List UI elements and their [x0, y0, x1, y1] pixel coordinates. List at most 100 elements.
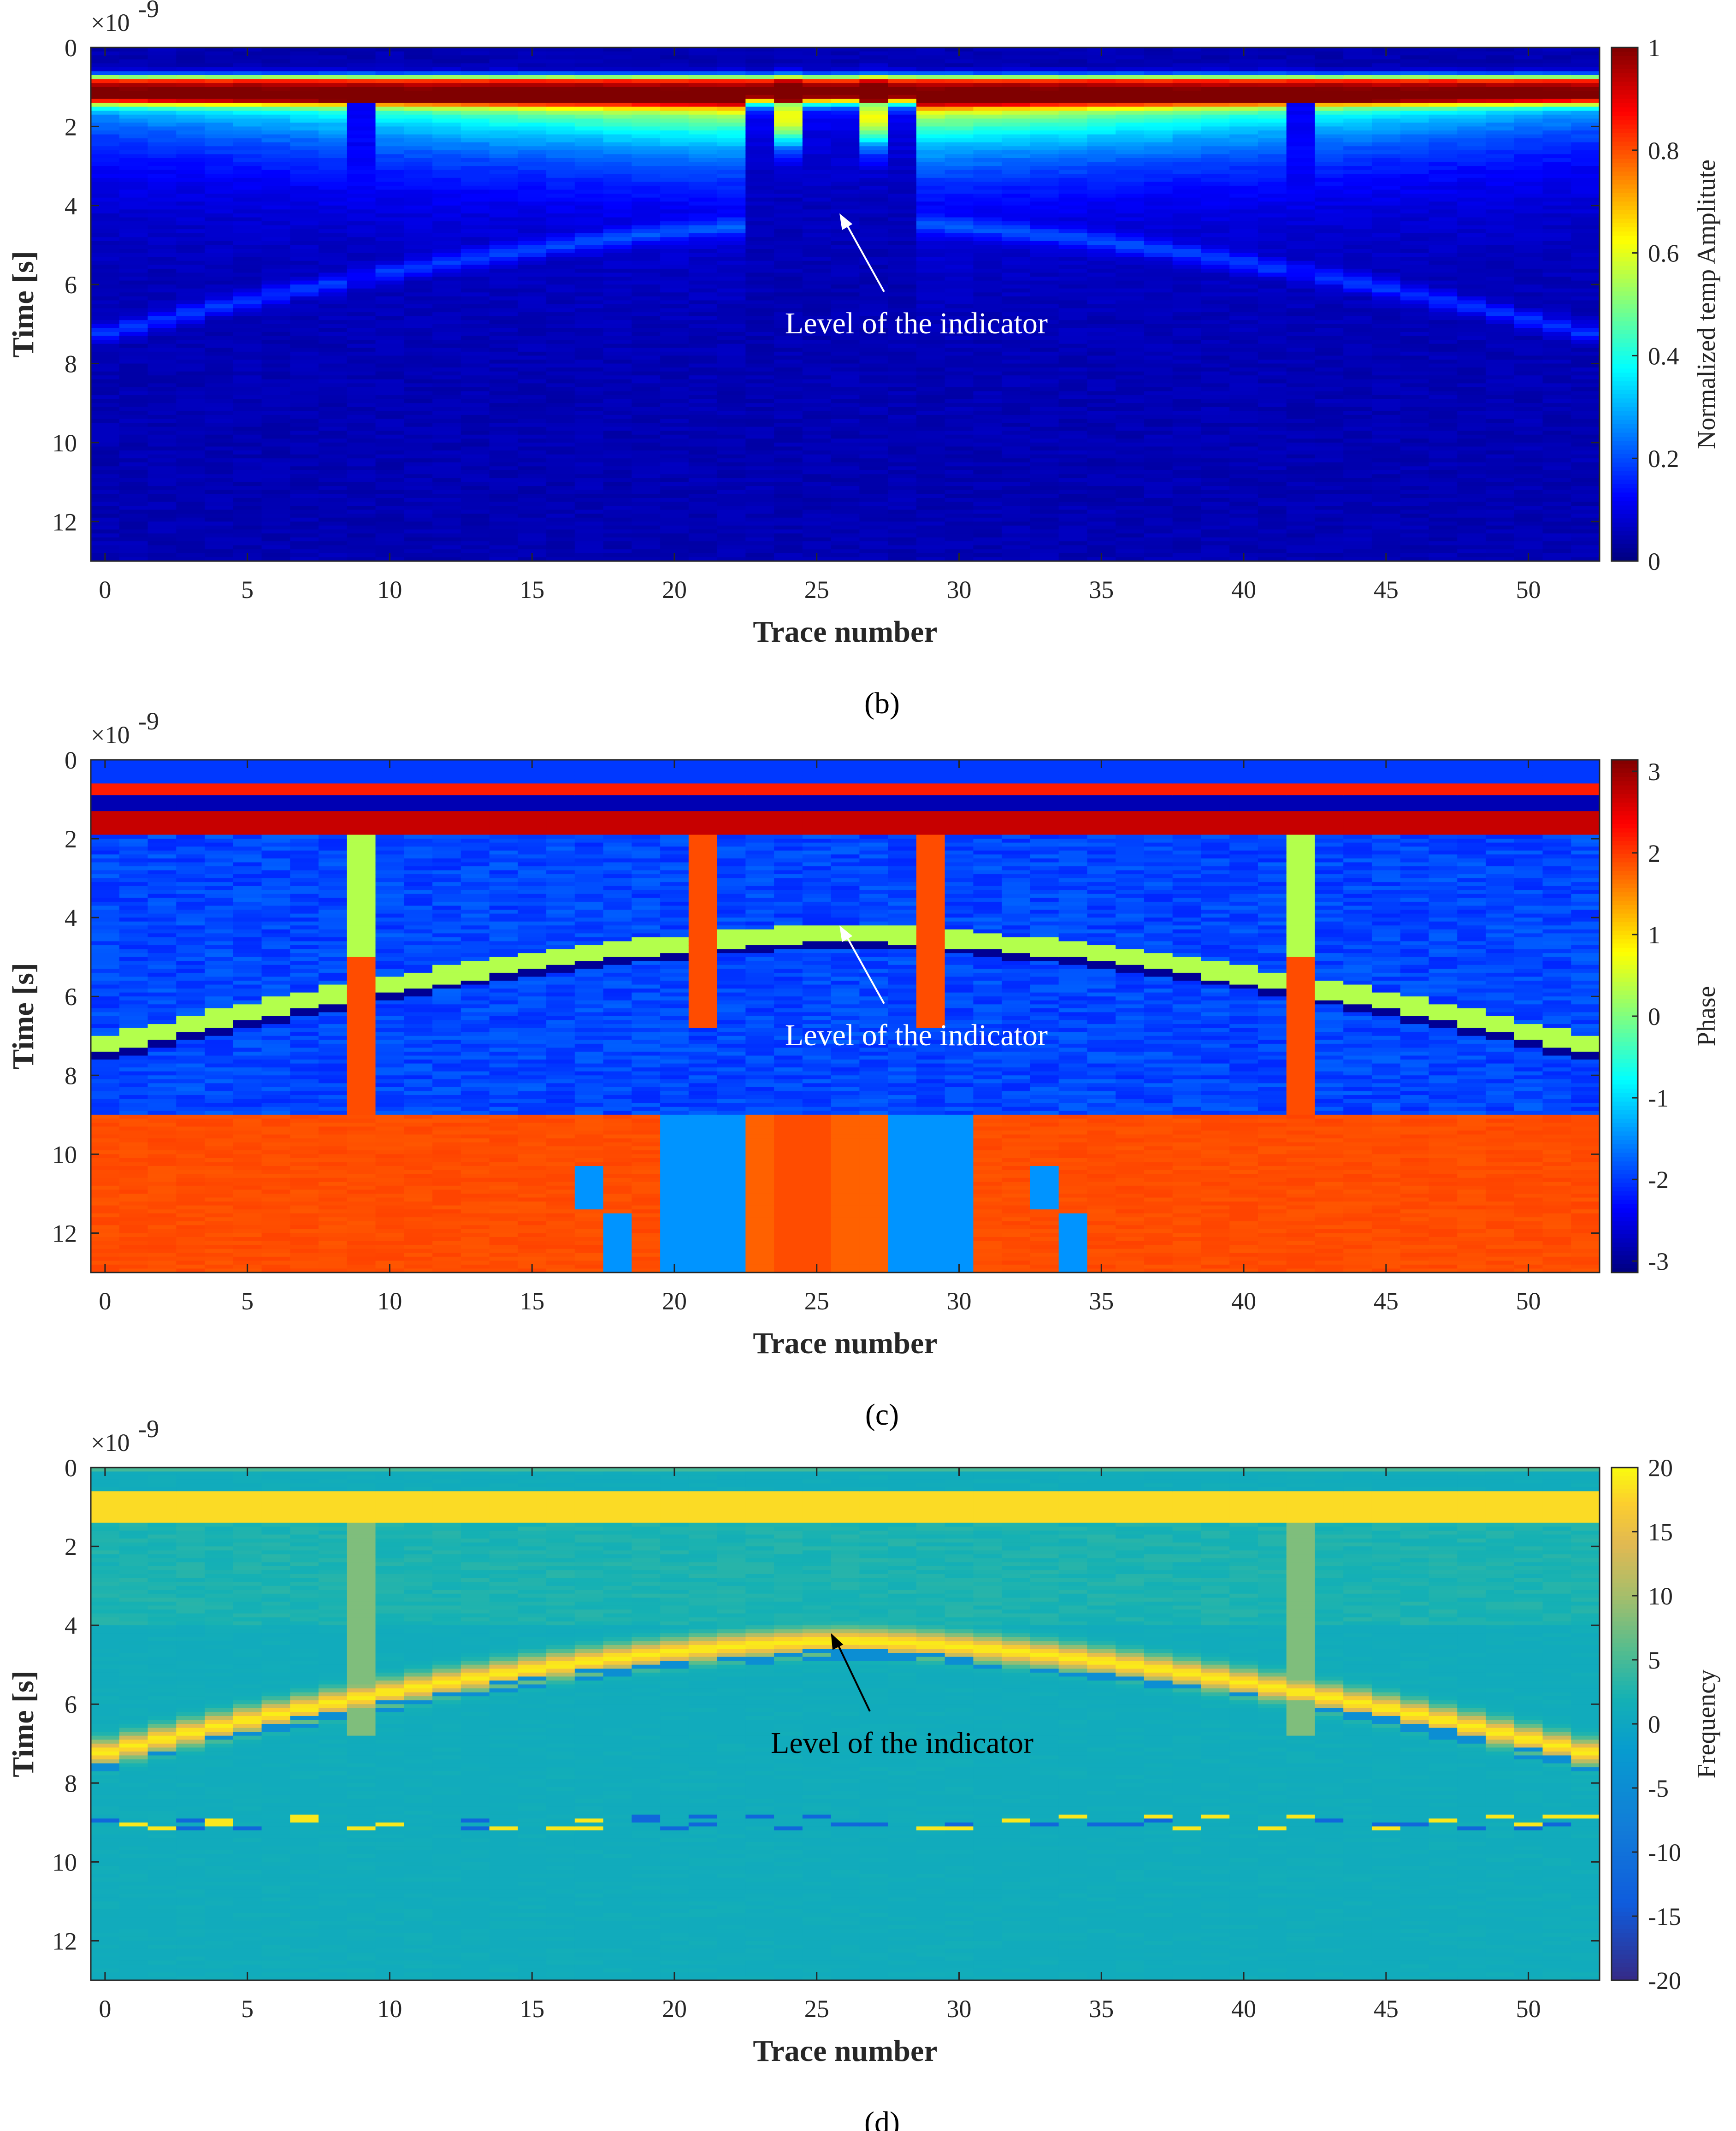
- heatmap-cell: [205, 526, 234, 530]
- heatmap-cell: [1087, 245, 1116, 249]
- heatmap-cell: [290, 115, 319, 119]
- heatmap-cell: [831, 379, 860, 384]
- heatmap-cell: [973, 130, 1002, 135]
- heatmap-cell: [432, 123, 461, 127]
- heatmap-cell: [1030, 55, 1059, 59]
- heatmap-cell: [916, 103, 945, 107]
- heatmap-cell: [973, 99, 1002, 103]
- heatmap-cell: [205, 328, 234, 332]
- heatmap-cell: [632, 478, 661, 482]
- heatmap-cell: [1087, 166, 1116, 170]
- heatmap-cell: [119, 272, 148, 277]
- heatmap-cell: [859, 510, 888, 514]
- heatmap-cell: [432, 446, 461, 450]
- heatmap-cell: [119, 99, 148, 103]
- heatmap-cell: [859, 486, 888, 490]
- heatmap-cell: [91, 221, 120, 225]
- heatmap-cell: [1144, 470, 1173, 474]
- heatmap-cell: [290, 162, 319, 166]
- heatmap-cell: [774, 391, 803, 396]
- heatmap-cell: [689, 395, 718, 399]
- heatmap-cell: [1030, 118, 1059, 123]
- heatmap-cell: [1144, 308, 1173, 313]
- heatmap-cell: [262, 103, 291, 107]
- heatmap-cell: [518, 99, 547, 103]
- heatmap-cell: [233, 281, 262, 285]
- heatmap-cell: [632, 545, 661, 550]
- heatmap-cell: [205, 123, 234, 127]
- heatmap-cell: [603, 407, 632, 411]
- heatmap-cell: [119, 446, 148, 450]
- heatmap-cell: [319, 355, 348, 360]
- heatmap-cell: [290, 367, 319, 372]
- heatmap-cell: [319, 138, 348, 142]
- heatmap-cell: [888, 123, 917, 127]
- heatmap-cell: [518, 217, 547, 221]
- heatmap-cell: [1059, 257, 1088, 261]
- heatmap-cell: [91, 427, 120, 431]
- heatmap-cell: [945, 118, 974, 123]
- heatmap-cell: [91, 466, 120, 470]
- heatmap-cell: [717, 395, 746, 399]
- heatmap-cell: [461, 375, 490, 379]
- heatmap-cell: [347, 360, 376, 364]
- heatmap-cell: [717, 186, 746, 190]
- heatmap-cell: [774, 257, 803, 261]
- heatmap-cell: [176, 375, 205, 379]
- heatmap-cell: [290, 304, 319, 308]
- heatmap-cell: [461, 545, 490, 550]
- heatmap-cell: [831, 52, 860, 56]
- heatmap-cell: [148, 348, 177, 352]
- heatmap-cell: [1173, 95, 1202, 99]
- heatmap-cell: [1144, 107, 1173, 111]
- heatmap-cell: [119, 281, 148, 285]
- heatmap-cell: [1087, 391, 1116, 396]
- heatmap-cell: [575, 533, 604, 538]
- heatmap-cell: [973, 407, 1002, 411]
- heatmap-cell: [1087, 118, 1116, 123]
- heatmap-cell: [803, 383, 832, 387]
- heatmap-cell: [745, 403, 774, 407]
- heatmap-cell: [689, 545, 718, 550]
- heatmap-cell: [660, 407, 689, 411]
- heatmap-cell: [803, 59, 832, 64]
- heatmap-cell: [461, 79, 490, 83]
- heatmap-cell: [347, 166, 376, 170]
- heatmap-cell: [888, 107, 917, 111]
- heatmap-cell: [1173, 158, 1202, 162]
- heatmap-cell: [774, 486, 803, 490]
- heatmap-cell: [461, 272, 490, 277]
- heatmap-cell: [632, 206, 661, 210]
- heatmap-cell: [1116, 328, 1145, 332]
- heatmap-cell: [632, 115, 661, 119]
- heatmap-cell: [319, 526, 348, 530]
- heatmap-cell: [461, 383, 490, 387]
- heatmap-cell: [490, 284, 519, 289]
- heatmap-cell: [404, 59, 433, 64]
- heatmap-cell: [91, 312, 120, 316]
- heatmap-cell: [461, 249, 490, 253]
- heatmap-cell: [233, 154, 262, 158]
- heatmap-cell: [859, 95, 888, 99]
- heatmap-cell: [831, 253, 860, 257]
- heatmap-cell: [518, 344, 547, 348]
- heatmap-cell: [774, 95, 803, 99]
- heatmap-cell: [632, 427, 661, 431]
- heatmap-cell: [233, 284, 262, 289]
- heatmap-cell: [1087, 372, 1116, 376]
- heatmap-cell: [432, 533, 461, 538]
- heatmap-cell: [888, 221, 917, 225]
- heatmap-cell: [290, 261, 319, 265]
- heatmap-cell: [689, 348, 718, 352]
- heatmap-cell: [575, 201, 604, 206]
- heatmap-cell: [1030, 529, 1059, 533]
- heatmap-cell: [575, 478, 604, 482]
- heatmap-cell: [376, 435, 405, 439]
- heatmap-cell: [1087, 470, 1116, 474]
- heatmap-cell: [1030, 521, 1059, 526]
- heatmap-cell: [973, 146, 1002, 150]
- heatmap-cell: [803, 521, 832, 526]
- heatmap-cell: [546, 324, 575, 328]
- heatmap-cell: [888, 59, 917, 64]
- heatmap-cell: [490, 87, 519, 91]
